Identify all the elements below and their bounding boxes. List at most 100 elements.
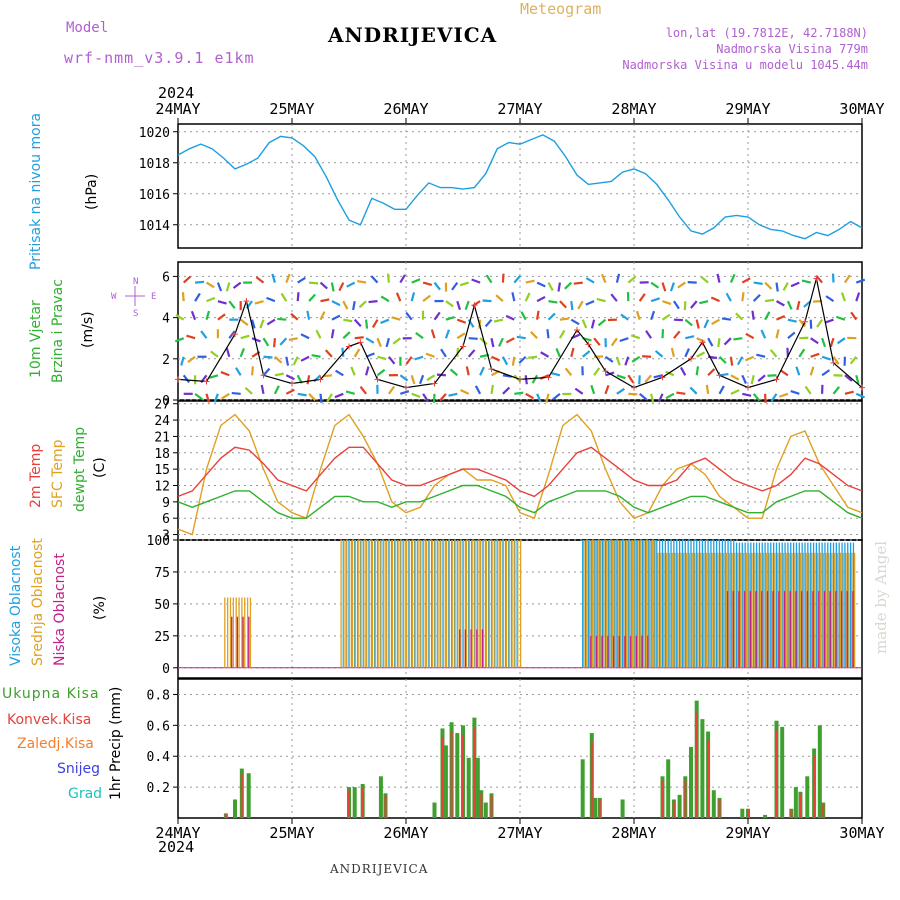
wind-barb xyxy=(836,337,846,345)
wind-barb xyxy=(216,282,223,292)
precip-conv-bar xyxy=(775,730,778,818)
wind-barb xyxy=(574,387,584,395)
x-tick-label-top: 28MAY xyxy=(611,100,656,118)
wind-barb xyxy=(536,393,542,403)
y-tick-label-temp: 24 xyxy=(154,414,170,429)
wind-barb xyxy=(604,384,610,395)
y-tick-label-wind: 2 xyxy=(162,353,170,368)
wind-label-2: Brzina i Pravac xyxy=(50,279,66,383)
wind-barb xyxy=(661,282,667,292)
precip-conv-bar xyxy=(473,727,476,818)
wind-barb xyxy=(742,392,752,397)
wind-barb xyxy=(798,348,806,358)
wind-barb xyxy=(399,374,409,382)
wind-barb xyxy=(585,300,595,306)
wind-barb xyxy=(433,281,441,291)
wind-barb xyxy=(399,390,410,395)
wind-barb xyxy=(665,370,675,377)
wind-barb xyxy=(638,392,648,401)
wind-barb xyxy=(590,319,596,329)
wind-barb xyxy=(836,315,846,321)
wind-barb xyxy=(620,313,629,321)
wind-barb xyxy=(764,298,775,303)
wind-barb xyxy=(670,347,675,357)
station-title: ANDRIJEVICA xyxy=(328,23,498,47)
wind-barb xyxy=(790,389,800,395)
pressure-line xyxy=(177,134,863,240)
wind-barb xyxy=(354,336,364,340)
wind-barb xyxy=(182,275,192,284)
wind-barb xyxy=(855,392,866,399)
wind-barb xyxy=(711,318,721,325)
wind-barb xyxy=(290,312,299,321)
legend-convective-rain: Konvek.Kisa xyxy=(7,712,92,728)
wind-barb xyxy=(753,281,763,285)
precip-conv-bar xyxy=(361,787,364,818)
wind-barb xyxy=(803,300,812,308)
wind-barb xyxy=(786,300,793,310)
wind-point xyxy=(802,318,808,325)
wind-barb xyxy=(757,374,766,382)
x-tick-label-bottom: 27MAY xyxy=(497,824,542,842)
compass-e-label: E xyxy=(151,292,156,302)
wind-barb xyxy=(190,310,197,321)
wind-barb xyxy=(615,356,621,366)
wind-barb xyxy=(689,386,698,395)
wind-barb xyxy=(357,279,367,284)
precip-conv-bar xyxy=(348,790,350,818)
wind-barb xyxy=(600,273,607,284)
wind-barb xyxy=(324,349,333,358)
wind-unit: (m/s) xyxy=(80,311,96,348)
wind-barb xyxy=(331,314,341,321)
wind-barb xyxy=(657,393,664,403)
wind-barb xyxy=(467,349,476,358)
y-tick-label-pressure: 1018 xyxy=(139,157,170,172)
wind-barb xyxy=(798,318,806,328)
compass-s-label: S xyxy=(133,309,138,319)
y-tick-label-pressure: 1014 xyxy=(139,219,170,234)
wind-barb xyxy=(263,355,273,359)
wind-barb xyxy=(752,393,761,402)
x-tick-label-top: 30MAY xyxy=(839,100,884,118)
cloud-label-mid: Srednja Oblacnost xyxy=(30,538,46,666)
wind-barb xyxy=(254,300,264,305)
wind-barb xyxy=(631,355,641,363)
wind-barb xyxy=(821,355,831,361)
wind-barb xyxy=(335,369,344,377)
wind-barb xyxy=(635,310,641,321)
legend-snow: Snijeg xyxy=(57,761,101,777)
wind-barb xyxy=(221,392,230,400)
wind-barb xyxy=(616,374,626,380)
wind-point xyxy=(431,380,438,387)
wind-point xyxy=(659,374,666,381)
wind-barb xyxy=(764,281,773,290)
wind-barb xyxy=(564,367,573,376)
legend-hail: Grad xyxy=(68,786,103,802)
wind-barb xyxy=(741,374,747,384)
wind-point xyxy=(517,376,523,383)
wind-point xyxy=(232,331,238,338)
wind-barb xyxy=(559,300,567,309)
wind-barb xyxy=(410,292,416,302)
wind-point xyxy=(545,374,552,381)
y-tick-label-precip: 0.6 xyxy=(147,719,170,734)
wind-barb xyxy=(570,347,575,358)
wind-barb xyxy=(359,386,367,395)
wind-barb xyxy=(391,316,401,321)
wind-barb xyxy=(677,281,686,289)
wind-barb xyxy=(540,351,550,358)
wind-barb xyxy=(320,298,330,303)
wind-barb xyxy=(439,393,447,402)
wind-barb xyxy=(564,281,573,290)
precip-unit: 1hr Precip (mm) xyxy=(108,686,124,800)
wind-point xyxy=(716,372,723,379)
precip-conv-bar xyxy=(224,813,227,818)
wind-barb xyxy=(696,351,706,358)
wind-barb xyxy=(206,296,216,303)
wind-barb xyxy=(730,374,740,381)
wind-barb xyxy=(718,355,727,364)
cloud-label-high: Visoka Oblacnost xyxy=(8,545,24,666)
wind-barb xyxy=(479,366,485,376)
wind-barb xyxy=(741,292,745,302)
wind-barb xyxy=(700,275,709,284)
